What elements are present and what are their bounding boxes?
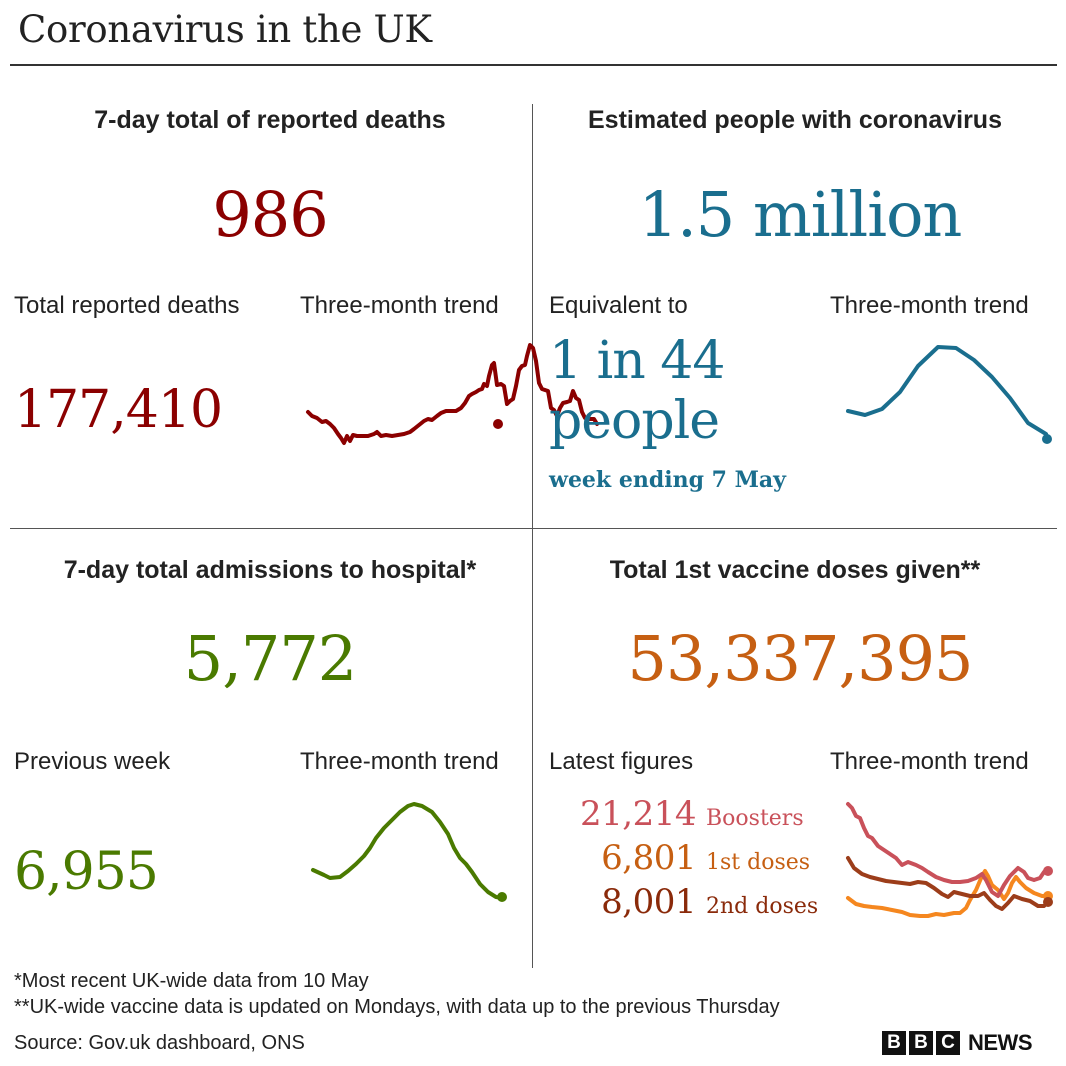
infections-week-note: week ending 7 May bbox=[549, 467, 786, 493]
infections-heading: Estimated people with coronavirus bbox=[588, 106, 1002, 134]
boosters-label: Boosters bbox=[706, 806, 804, 831]
deaths-trend-label: Three-month trend bbox=[300, 292, 499, 319]
deaths-total-label: Total reported deaths bbox=[14, 292, 240, 319]
vaccine-heading: Total 1st vaccine doses given** bbox=[609, 556, 981, 584]
second-doses-value: 8,001 bbox=[601, 882, 696, 922]
logo-letter-b2: B bbox=[909, 1031, 933, 1055]
horizontal-divider bbox=[10, 528, 1057, 529]
hospital-previous-value: 6,955 bbox=[14, 842, 159, 902]
vaccine-total-value: 53,337,395 bbox=[627, 622, 974, 695]
vaccine-latest-label: Latest figures bbox=[549, 748, 694, 775]
boosters-value: 21,214 bbox=[580, 794, 696, 834]
deaths-trend-sparkline bbox=[306, 343, 599, 445]
vaccine-latest-list: 21,214 Boosters 6,801 1st doses 8,001 2n… bbox=[548, 794, 818, 922]
infections-ratio-unit: people bbox=[549, 391, 720, 451]
vaccine-row-second-doses: 8,001 2nd doses bbox=[548, 882, 818, 922]
vertical-divider-top bbox=[532, 104, 533, 528]
hospital-7day-value: 5,772 bbox=[183, 622, 358, 695]
hospital-previous-label: Previous week bbox=[14, 748, 171, 775]
vertical-divider-bottom bbox=[532, 528, 533, 968]
infections-trend-label: Three-month trend bbox=[830, 292, 1029, 319]
hospital-trend-label: Three-month trend bbox=[300, 748, 499, 775]
vaccine-row-boosters: 21,214 Boosters bbox=[548, 794, 818, 834]
logo-news-word: NEWS bbox=[968, 1030, 1033, 1055]
vaccine-trend-sparkline bbox=[846, 802, 1053, 918]
vaccine-row-first-doses: 6,801 1st doses bbox=[548, 838, 818, 878]
vaccine-trend-label: Three-month trend bbox=[830, 748, 1029, 775]
source-note: Source: Gov.uk dashboard, ONS bbox=[14, 1032, 305, 1054]
page-title: Coronavirus in the UK bbox=[18, 8, 432, 51]
infections-trend-sparkline bbox=[846, 345, 1052, 444]
logo-letter-c: C bbox=[936, 1031, 960, 1055]
title-divider bbox=[10, 64, 1057, 66]
deaths-7day-value: 986 bbox=[212, 178, 328, 251]
hospital-trend-sparkline bbox=[311, 802, 507, 902]
first-doses-value: 6,801 bbox=[601, 838, 696, 878]
logo-letter-b1: B bbox=[882, 1031, 906, 1055]
hospital-heading: 7-day total admissions to hospital* bbox=[63, 556, 477, 584]
deaths-heading: 7-day total of reported deaths bbox=[94, 106, 446, 134]
infections-equivalent-label: Equivalent to bbox=[549, 292, 688, 319]
deaths-total-value: 177,410 bbox=[14, 380, 223, 440]
infections-value: 1.5 million bbox=[638, 178, 963, 251]
bbc-news-logo: B B C NEWS bbox=[882, 1030, 1033, 1056]
footnote-hospital: *Most recent UK-wide data from 10 May bbox=[14, 970, 369, 992]
infections-ratio-value: 1 in 44 bbox=[549, 331, 725, 391]
first-doses-label: 1st doses bbox=[706, 850, 811, 875]
second-doses-label: 2nd doses bbox=[706, 894, 819, 919]
footnote-vaccine: **UK-wide vaccine data is updated on Mon… bbox=[14, 996, 780, 1018]
